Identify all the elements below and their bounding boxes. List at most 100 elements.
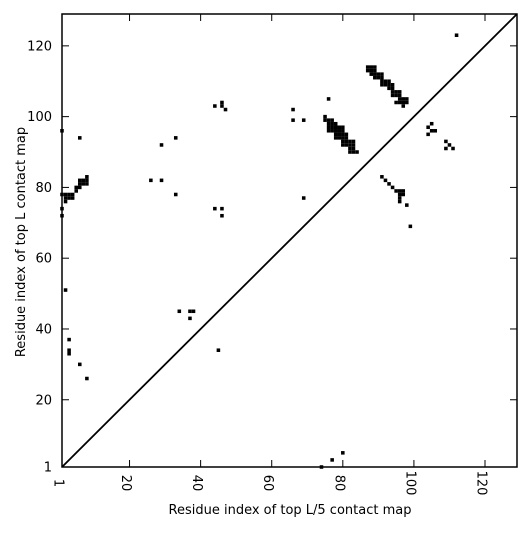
x-axis-label: Residue index of top L/5 contact map — [169, 503, 412, 518]
contact-point — [394, 100, 398, 105]
contact-point — [447, 143, 452, 147]
contact-point — [405, 100, 409, 105]
contact-point — [337, 132, 342, 137]
contact-point — [341, 129, 345, 133]
contact-point — [394, 93, 398, 98]
x-tick-label: 60 — [260, 475, 275, 492]
contact-point — [408, 224, 413, 229]
contact-point — [70, 196, 75, 200]
diagonal-line-layer — [61, 13, 518, 468]
contact-point — [390, 86, 395, 91]
contact-point — [326, 118, 331, 122]
contact-point — [223, 107, 228, 112]
contact-point — [78, 178, 82, 183]
contact-point — [333, 129, 338, 133]
contact-point — [405, 203, 409, 207]
contact-point — [401, 104, 406, 108]
contact-point — [337, 136, 342, 140]
contact-point — [330, 118, 334, 122]
contact-point — [373, 68, 377, 73]
contact-point — [344, 139, 349, 144]
contact-point — [333, 125, 338, 130]
contact-point — [341, 125, 345, 130]
contact-point — [394, 90, 398, 94]
contact-point — [369, 65, 374, 69]
contact-point — [333, 136, 338, 140]
contact-point — [401, 97, 406, 101]
contact-point — [330, 121, 334, 126]
contact-point — [63, 196, 68, 200]
contact-point — [397, 97, 402, 101]
contact-point — [330, 125, 334, 130]
contact-point — [220, 100, 224, 105]
plot-frame-layer — [61, 13, 518, 468]
contact-point — [74, 189, 78, 193]
contact-point — [213, 206, 217, 211]
contact-point — [383, 83, 388, 87]
contact-point — [326, 125, 331, 130]
contact-point — [394, 189, 398, 193]
contact-point — [397, 199, 402, 204]
x-tick-label: 40 — [189, 475, 204, 492]
contact-point — [159, 143, 164, 147]
contact-point — [380, 83, 384, 87]
contact-point — [348, 150, 352, 154]
contact-point — [401, 192, 406, 197]
contact-point — [344, 132, 349, 137]
contact-marks — [60, 33, 459, 469]
contact-point — [81, 182, 86, 186]
contact-point — [63, 288, 68, 292]
contact-point — [149, 178, 153, 183]
contact-point — [188, 309, 192, 314]
contact-point — [78, 185, 82, 190]
contact-point — [390, 93, 395, 98]
contact-point — [401, 189, 406, 193]
contact-point — [383, 79, 388, 84]
contact-point — [348, 139, 352, 144]
contact-point — [429, 129, 434, 133]
contact-point — [351, 139, 356, 144]
contact-point — [337, 129, 342, 133]
contact-point — [330, 458, 334, 462]
contact-point — [380, 175, 384, 179]
contact-point — [67, 348, 71, 352]
contact-point — [348, 146, 352, 151]
contact-point — [397, 100, 402, 105]
x-tick-label: 100 — [402, 471, 417, 496]
contact-point — [348, 143, 352, 147]
contact-point — [67, 192, 71, 197]
contact-point — [220, 213, 224, 218]
contact-point — [376, 75, 381, 80]
contact-point — [78, 362, 82, 367]
contact-point — [326, 129, 331, 133]
contact-point — [351, 143, 356, 147]
contact-point — [323, 118, 327, 122]
diagonal-line — [61, 13, 518, 468]
contact-point — [159, 178, 164, 183]
contact-point — [426, 132, 430, 137]
contact-point — [333, 121, 338, 126]
contact-point — [173, 136, 178, 140]
contact-point — [397, 196, 402, 200]
contact-point — [326, 97, 331, 101]
contact-point — [173, 192, 178, 197]
contact-point — [291, 107, 295, 112]
contact-point — [390, 185, 395, 190]
contact-point — [397, 93, 402, 98]
contact-point — [188, 316, 192, 321]
plot-frame — [61, 13, 518, 468]
contact-point — [191, 309, 196, 314]
contact-point — [78, 136, 82, 140]
contact-point — [301, 196, 306, 200]
y-axis-label: Residue index of top L contact map — [14, 127, 29, 357]
contact-point — [426, 125, 430, 130]
contact-point — [390, 90, 395, 94]
contact-point — [351, 146, 356, 151]
contact-point — [397, 192, 402, 197]
contact-point — [341, 143, 345, 147]
contact-point — [220, 206, 224, 211]
contact-point — [387, 182, 391, 186]
contact-point — [344, 143, 349, 147]
contact-point — [397, 189, 402, 193]
